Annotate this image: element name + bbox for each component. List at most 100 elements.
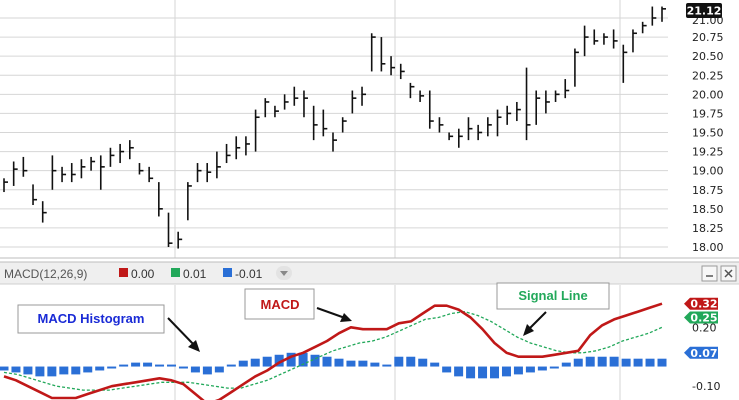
- price-bar: [612, 29, 618, 49]
- histogram-bar: [119, 364, 129, 367]
- price-bar: [332, 132, 337, 152]
- price-bar: [32, 184, 38, 206]
- histogram-bar: [394, 356, 404, 367]
- price-bar: [641, 21, 647, 34]
- price-bar: [351, 90, 357, 114]
- histogram-legend-swatch: [223, 268, 232, 277]
- histogram-legend-value: -0.01: [235, 267, 263, 281]
- annotation-macd-histogram: MACD Histogram: [17, 304, 200, 352]
- histogram-bar: [478, 366, 488, 379]
- price-bar: [545, 90, 550, 114]
- macd-axis: 0.20 -0.10: [692, 321, 720, 393]
- minimize-icon[interactable]: [701, 265, 718, 282]
- price-grid: [0, 0, 739, 259]
- histogram-value-tag-bg: [684, 346, 718, 359]
- annotation-macd: MACD: [244, 288, 352, 322]
- price-bar: [370, 33, 376, 72]
- price-bar: [661, 6, 666, 22]
- price-bar: [148, 166, 154, 183]
- annotation-signal-label: Signal Line: [518, 288, 587, 303]
- price-bar: [438, 117, 444, 133]
- price-bar: [3, 178, 8, 193]
- histogram-bar: [609, 356, 619, 367]
- histogram-bar: [298, 352, 308, 367]
- price-tick-label: 18.50: [692, 203, 724, 216]
- signal-line: [3, 310, 663, 391]
- macd-tick-label: 0.20: [692, 321, 717, 334]
- price-bar: [467, 117, 473, 141]
- histogram-bar: [549, 366, 559, 369]
- price-bar: [477, 124, 483, 141]
- price-bar: [506, 105, 512, 125]
- price-bar: [22, 156, 28, 177]
- price-bar: [651, 6, 657, 26]
- indicator-label: MACD(12,26,9): [4, 267, 87, 281]
- price-bar: [109, 147, 115, 167]
- last-price-badge: [686, 3, 722, 18]
- histogram-bar: [358, 360, 368, 367]
- histogram-bar: [322, 356, 332, 367]
- price-bar: [312, 105, 318, 141]
- price-bar: [535, 90, 541, 125]
- histogram-bar: [214, 366, 224, 373]
- signal-value-tag-bg: [684, 311, 718, 324]
- histogram-bar: [0, 366, 9, 371]
- price-bar: [51, 155, 57, 190]
- macd-lines: [3, 302, 663, 400]
- histogram-bar: [202, 366, 212, 375]
- histogram-bar: [525, 366, 535, 373]
- signal-legend-swatch: [171, 268, 180, 277]
- histogram-bar: [262, 356, 272, 367]
- price-bar: [177, 231, 183, 249]
- histogram-bar: [286, 352, 296, 367]
- price-bar: [245, 136, 250, 156]
- annotation-signal-line: Signal Line: [496, 282, 610, 336]
- price-bar: [448, 132, 454, 141]
- price-bar: [158, 182, 163, 217]
- macd-value-tag: 0.32: [684, 297, 718, 311]
- annotation-box: [496, 282, 610, 310]
- histogram-bar: [190, 366, 200, 373]
- close-icon[interactable]: [720, 265, 737, 282]
- price-bar: [380, 37, 386, 72]
- price-bar: [61, 166, 67, 183]
- price-bar: [283, 94, 289, 110]
- price-bar: [12, 161, 18, 186]
- histogram-bar: [23, 366, 33, 375]
- price-tick-label: 19.00: [692, 165, 724, 178]
- macd-value-tag-label: 0.32: [690, 298, 717, 311]
- histogram-bar: [501, 366, 511, 377]
- price-bar: [525, 67, 531, 141]
- histogram-bar: [274, 354, 284, 367]
- histogram-bar: [346, 360, 356, 367]
- histogram-bar: [490, 366, 500, 379]
- histogram-bar: [382, 364, 392, 367]
- price-bar: [167, 212, 173, 247]
- price-bar: [574, 48, 579, 87]
- histogram-bar: [430, 362, 440, 367]
- price-bar: [206, 163, 212, 183]
- macd-histogram: [0, 352, 667, 379]
- price-tick-label: 18.25: [692, 222, 724, 235]
- histogram-bar: [95, 366, 105, 371]
- histogram-bar: [561, 362, 571, 367]
- chevron-down-icon[interactable]: [276, 266, 292, 280]
- macd-tick-label: -0.10: [692, 380, 720, 393]
- price-bar: [409, 82, 415, 99]
- price-bar: [516, 101, 521, 122]
- price-bar: [603, 33, 608, 45]
- price-bar: [303, 90, 308, 118]
- price-bar: [487, 117, 492, 137]
- histogram-bar: [334, 358, 344, 367]
- histogram-value-tag: 0.07: [684, 346, 718, 360]
- signal-value-tag: 0.25: [684, 311, 718, 324]
- price-tick-label: 20.00: [692, 88, 724, 101]
- price-bar: [322, 109, 328, 137]
- price-tick-label: 20.75: [692, 31, 724, 44]
- price-bar: [583, 25, 589, 57]
- price-bar: [274, 105, 279, 118]
- price-bar: [187, 182, 192, 221]
- histogram-bar: [107, 366, 117, 369]
